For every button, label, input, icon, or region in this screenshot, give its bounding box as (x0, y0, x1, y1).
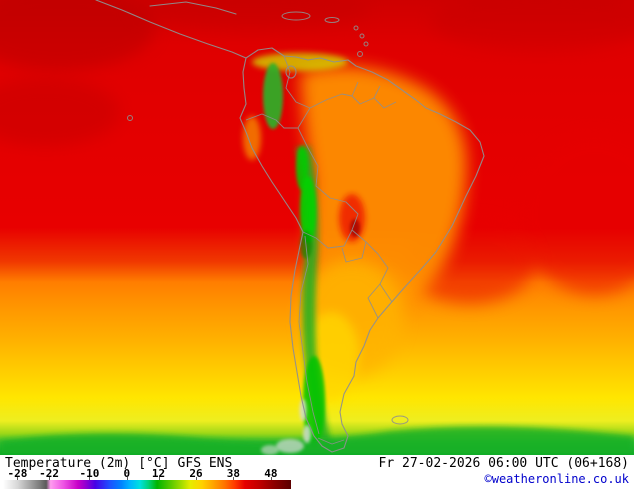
colorbar-tick-mark (49, 477, 51, 480)
coastlines (95, 0, 485, 453)
copyright-link[interactable]: ©weatheronline.co.uk (484, 472, 630, 486)
map-title: Temperature (2m) (5, 456, 131, 471)
map-area (0, 0, 634, 455)
colorbar-tick-label: -22 (39, 467, 60, 480)
colorbar-tick-mark (17, 477, 19, 480)
hot-ocean-regions (0, 0, 634, 304)
colorbar-tick-mark (158, 477, 160, 480)
colorbar-tick-mark (195, 477, 197, 480)
colorbar-tick-mark (233, 477, 235, 480)
islands (127, 11, 409, 425)
southern-green-band (0, 426, 634, 455)
colorbar-tick-mark (270, 477, 272, 480)
temperature-map (0, 0, 634, 455)
model-name: GFS ENS (177, 456, 233, 471)
colorbar-tick-label: 48 (264, 467, 278, 480)
country-borders (245, 55, 397, 445)
colorbar-tick-label: 0 (123, 467, 131, 480)
colorbar-tick-label: 38 (226, 467, 241, 480)
chaco-hot-spot (339, 194, 365, 242)
andes-cold-band (263, 63, 332, 448)
colorbar-tick-label: 26 (189, 467, 203, 480)
colorbar-tick-labels: -28 -22 -10 0 12 26 38 48 (3, 468, 291, 479)
colorbar-tick-label: -10 (79, 467, 100, 480)
datetime-label: Fr 27-02-2026 06:00 UTC (06+168) (378, 456, 629, 471)
colorbar-tick-mark (89, 477, 91, 480)
colorbar-tick-mark (126, 477, 128, 480)
map-unit: [°C] (138, 456, 170, 471)
legend-bar: Temperature (2m) [°C] GFS ENS Fr 27-02-202… (0, 455, 634, 490)
colorbar-gradient (3, 477, 291, 489)
colorbar-tick-label: -28 (7, 467, 28, 480)
legend-title-row: Temperature (2m) [°C] GFS ENS (5, 456, 232, 471)
colorbar-tick-label: 12 (151, 467, 166, 480)
patagonia-ice (261, 399, 311, 455)
